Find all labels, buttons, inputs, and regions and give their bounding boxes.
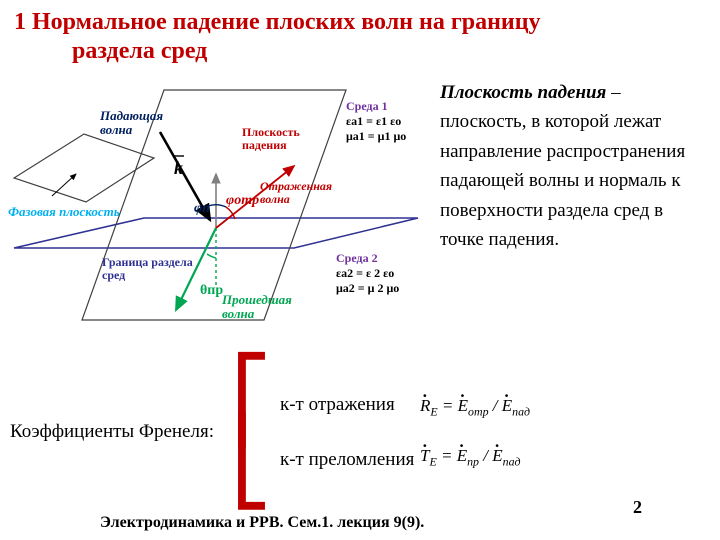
theta-label: θпр (200, 283, 223, 298)
phase-plane-label: Фазовая плоскость (8, 204, 120, 219)
refraction-formula: TE = Eпр / Eпад (420, 443, 530, 471)
definition-head: Плоскость падения (440, 82, 606, 103)
slide: 1 Нормальное падение плоских волн на гра… (0, 0, 720, 540)
definition-body: – плоскость, в которой лежат направление… (440, 82, 685, 250)
fresnel-label: Коэффициенты Френеля: (10, 417, 235, 446)
wave-diagram: Фазовая плоскость Падающаяволна Плоскост… (4, 78, 424, 338)
k-label: k (174, 158, 183, 178)
phi-in-arc (208, 205, 226, 207)
medium2-mu: μa2 = μ 2 μo (336, 281, 399, 295)
phase-plane (14, 134, 154, 202)
bracket-icon: ⎡⎣ (231, 370, 272, 494)
fresnel-block: Коэффициенты Френеля: ⎡⎣ к-т отражения к… (10, 370, 710, 494)
medium1-eps: εa1 = ε1 εo (346, 114, 401, 128)
incident-wave-label: Падающаяволна (99, 108, 163, 137)
phi-in-label: φп (194, 201, 210, 216)
boundary-label: Граница разделасред (102, 255, 193, 282)
title-line-1: 1 Нормальное падение плоских волн на гра… (14, 9, 541, 35)
reflection-coef-label: к-т отражения (280, 390, 420, 419)
incidence-plane-label: Плоскостьпадения (242, 125, 300, 152)
page-number: 2 (633, 497, 642, 518)
slide-title: 1 Нормальное падение плоских волн на гра… (14, 8, 704, 66)
medium1-mu: μa1 = μ1 μo (346, 129, 406, 143)
transmitted-wave-label: Прошедшаяволна (221, 292, 292, 321)
theta-arc (207, 254, 216, 258)
medium1-label: Среда 1 (346, 99, 388, 113)
phase-plane-pointer (52, 174, 76, 196)
reflected-wave-label: Отраженнаяволна (260, 179, 332, 206)
phi-refl-label: φотр (226, 193, 259, 208)
title-line-2: раздела сред (72, 38, 207, 64)
medium2-eps: εa2 = ε 2 εo (336, 266, 394, 280)
refraction-coef-label: к-т преломления (280, 445, 420, 474)
footer-text: Электродинамика и РРВ. Сем.1. лекция 9(9… (100, 514, 424, 532)
reflection-formula: RE = Eотр / Eпад (420, 393, 530, 421)
definition-text: Плоскость падения – плоскость, в которой… (440, 78, 710, 255)
medium2-label: Среда 2 (336, 251, 378, 265)
